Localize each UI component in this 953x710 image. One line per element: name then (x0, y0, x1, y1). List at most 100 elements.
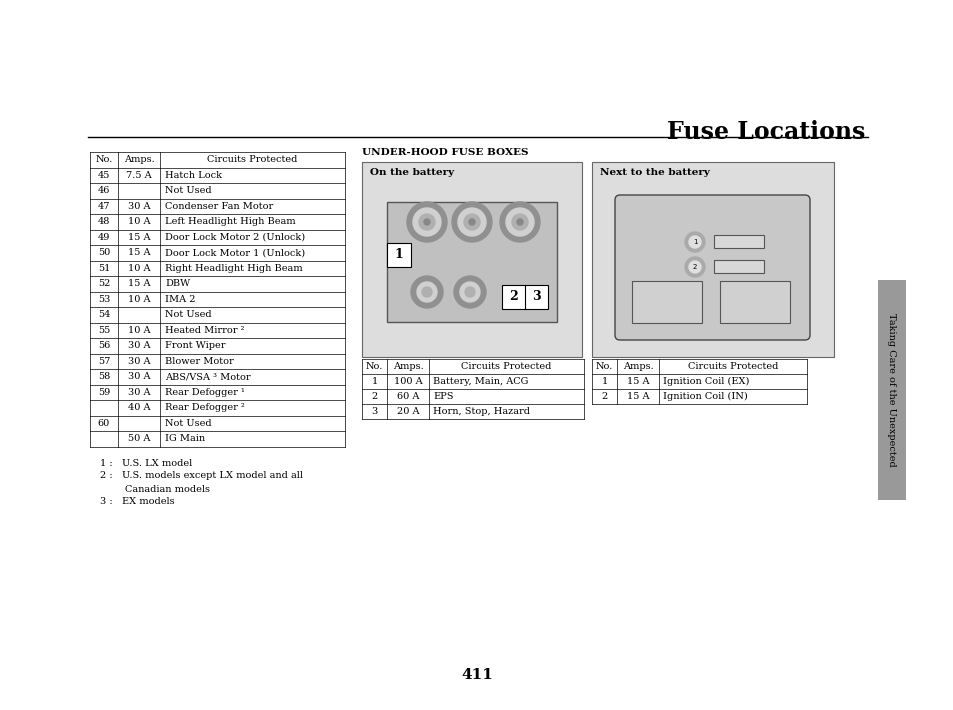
Text: 54: 54 (98, 310, 111, 320)
Circle shape (684, 257, 704, 277)
Text: 3: 3 (532, 290, 540, 303)
Text: Amps.: Amps. (622, 362, 653, 371)
Text: DBW: DBW (165, 279, 190, 288)
Circle shape (421, 287, 432, 297)
Bar (387, 243, 411, 267)
Circle shape (464, 287, 475, 297)
Text: 1 :   U.S. LX model: 1 : U.S. LX model (100, 459, 193, 467)
Text: 59: 59 (98, 388, 110, 397)
Text: Ignition Coil (IN): Ignition Coil (IN) (662, 392, 747, 401)
Bar (501, 285, 547, 309)
Text: Fuse Locations: Fuse Locations (666, 120, 864, 144)
Text: 40 A: 40 A (128, 403, 150, 413)
Text: 49: 49 (98, 233, 111, 241)
Text: 2: 2 (600, 392, 607, 401)
Text: 15 A: 15 A (626, 392, 649, 401)
Circle shape (452, 202, 492, 242)
Text: Heated Mirror ²: Heated Mirror ² (165, 326, 244, 334)
Text: 50 A: 50 A (128, 435, 150, 443)
Circle shape (517, 219, 522, 225)
Text: 15 A: 15 A (128, 233, 150, 241)
Text: Hatch Lock: Hatch Lock (165, 170, 222, 180)
Text: Amps.: Amps. (124, 155, 154, 164)
Text: 3: 3 (371, 407, 377, 416)
Circle shape (411, 276, 442, 308)
Text: Front Wiper: Front Wiper (165, 342, 225, 350)
Text: ABS/VSA ³ Motor: ABS/VSA ³ Motor (165, 372, 251, 381)
Text: 15 A: 15 A (626, 377, 649, 386)
Circle shape (684, 232, 704, 252)
Text: 10 A: 10 A (128, 295, 150, 304)
Text: No.: No. (365, 362, 383, 371)
Text: 411: 411 (460, 668, 493, 682)
Text: 1: 1 (692, 239, 697, 245)
Text: 30 A: 30 A (128, 356, 150, 366)
Text: Not Used: Not Used (165, 310, 212, 320)
Circle shape (499, 202, 539, 242)
Text: 51: 51 (98, 263, 111, 273)
Text: Condenser Fan Motor: Condenser Fan Motor (165, 202, 273, 211)
Text: Door Lock Motor 2 (Unlock): Door Lock Motor 2 (Unlock) (165, 233, 305, 241)
Text: Circuits Protected: Circuits Protected (461, 362, 551, 371)
Circle shape (463, 214, 479, 230)
Text: 57: 57 (98, 356, 111, 366)
Text: 30 A: 30 A (128, 202, 150, 211)
Circle shape (457, 208, 485, 236)
Text: 1: 1 (371, 377, 377, 386)
Text: 30 A: 30 A (128, 388, 150, 397)
Text: Canadian models: Canadian models (100, 484, 210, 493)
Text: UNDER-HOOD FUSE BOXES: UNDER-HOOD FUSE BOXES (361, 148, 528, 157)
Text: On the battery: On the battery (370, 168, 454, 177)
Text: 15 A: 15 A (128, 279, 150, 288)
Text: Left Headlight High Beam: Left Headlight High Beam (165, 217, 295, 226)
Text: Horn, Stop, Hazard: Horn, Stop, Hazard (433, 407, 530, 416)
Text: 30 A: 30 A (128, 342, 150, 350)
Bar (713, 260, 763, 273)
Bar (720, 281, 789, 323)
Text: IMA 2: IMA 2 (165, 295, 195, 304)
Text: 55: 55 (98, 326, 110, 334)
Circle shape (459, 282, 479, 302)
Circle shape (416, 282, 436, 302)
Text: 45: 45 (98, 170, 111, 180)
Text: Amps.: Amps. (393, 362, 423, 371)
Text: No.: No. (596, 362, 613, 371)
Text: 56: 56 (98, 342, 110, 350)
Text: 1: 1 (395, 248, 403, 261)
Text: Rear Defogger ¹: Rear Defogger ¹ (165, 388, 245, 397)
Circle shape (505, 208, 534, 236)
Text: 60 A: 60 A (396, 392, 418, 401)
Bar (713, 235, 763, 248)
Text: 10 A: 10 A (128, 263, 150, 273)
Text: 2: 2 (371, 392, 377, 401)
Text: 10 A: 10 A (128, 326, 150, 334)
Text: 10 A: 10 A (128, 217, 150, 226)
Circle shape (688, 236, 700, 248)
Circle shape (512, 214, 527, 230)
Text: 7.5 A: 7.5 A (126, 170, 152, 180)
Text: 60: 60 (98, 419, 110, 427)
Bar (631, 281, 701, 323)
Text: 2: 2 (692, 264, 697, 270)
Text: 52: 52 (98, 279, 111, 288)
Text: 53: 53 (98, 295, 111, 304)
Circle shape (688, 261, 700, 273)
Bar (877, 280, 905, 500)
Text: Door Lock Motor 1 (Unlock): Door Lock Motor 1 (Unlock) (165, 248, 305, 257)
Text: 2: 2 (509, 290, 517, 303)
Text: IG Main: IG Main (165, 435, 205, 443)
Circle shape (469, 219, 475, 225)
Text: 46: 46 (98, 186, 111, 195)
Text: 1: 1 (600, 377, 607, 386)
Text: 100 A: 100 A (394, 377, 422, 386)
Text: 58: 58 (98, 372, 110, 381)
Text: 15 A: 15 A (128, 248, 150, 257)
Text: Circuits Protected: Circuits Protected (207, 155, 297, 164)
Text: 30 A: 30 A (128, 372, 150, 381)
Text: Rear Defogger ²: Rear Defogger ² (165, 403, 245, 413)
Bar (387, 202, 557, 322)
Text: 20 A: 20 A (396, 407, 418, 416)
Circle shape (454, 276, 485, 308)
Text: 50: 50 (98, 248, 110, 257)
Text: Not Used: Not Used (165, 186, 212, 195)
